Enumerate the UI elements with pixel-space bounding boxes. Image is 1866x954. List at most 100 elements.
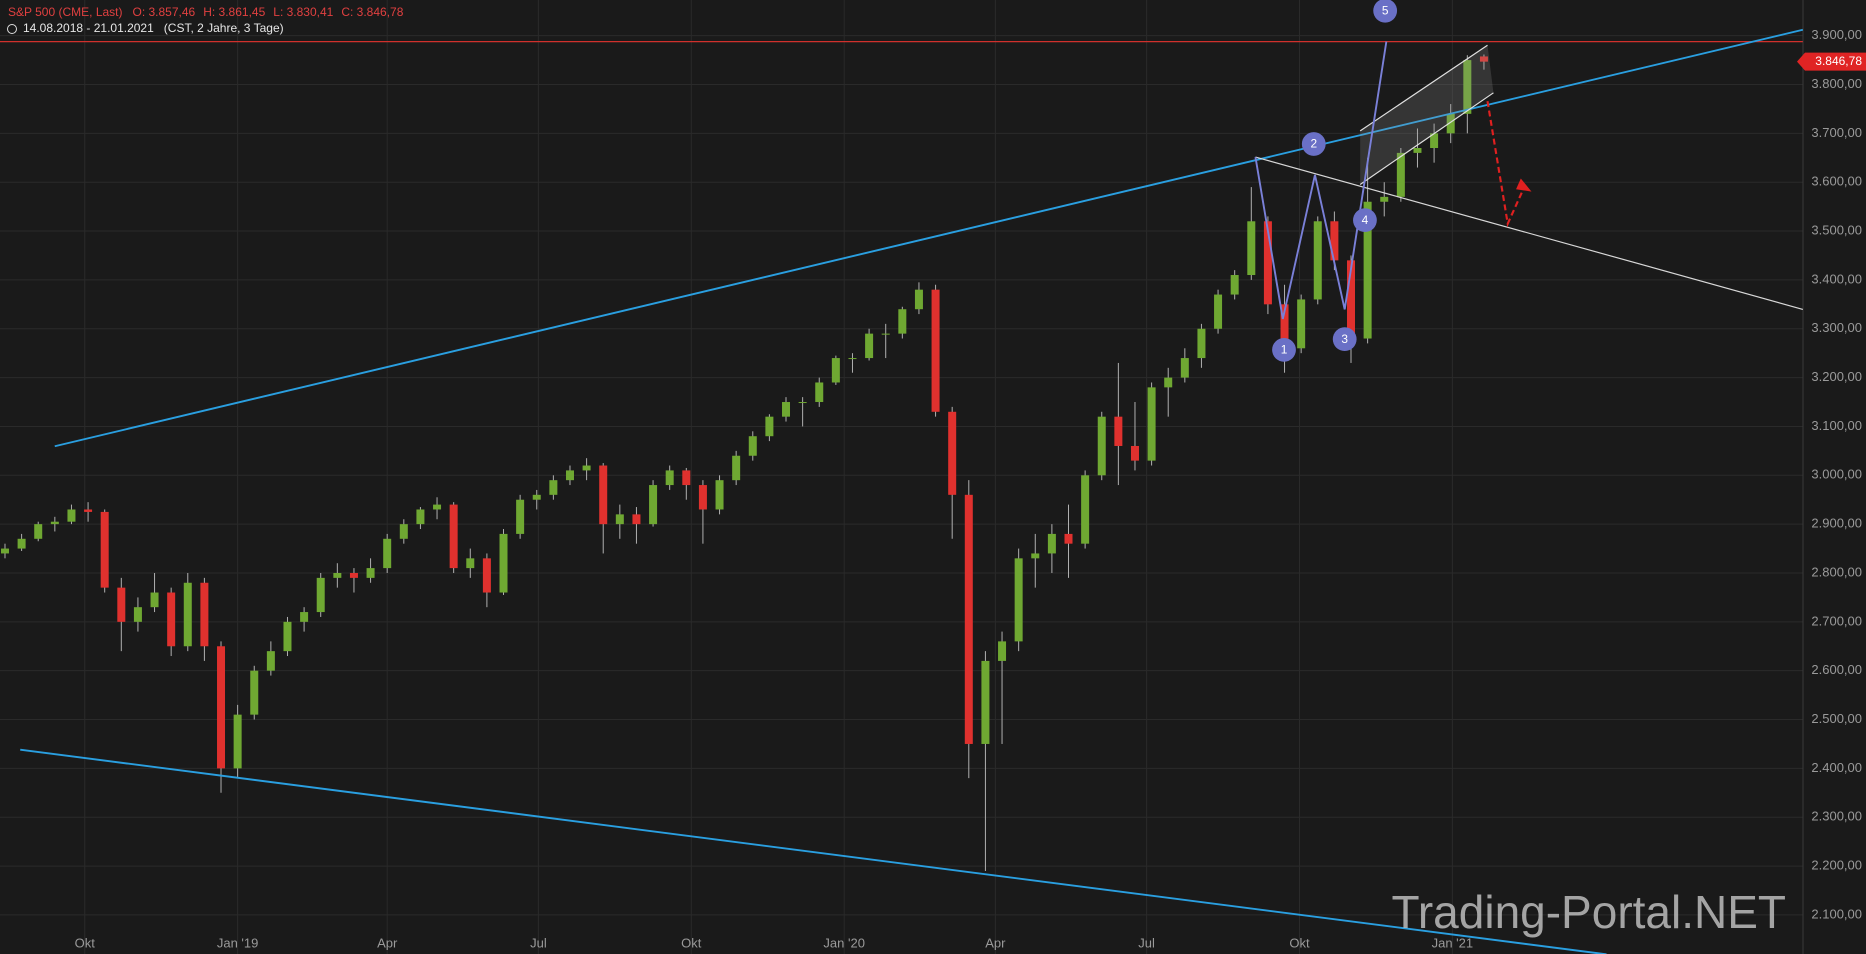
candle-body [1330, 221, 1339, 261]
candle-body [1380, 196, 1389, 202]
x-tick-label: Okt [75, 935, 96, 950]
candle-body [167, 592, 176, 647]
candle-body [133, 607, 142, 622]
y-tick-label: 2.700,00 [1811, 613, 1862, 628]
wave-marker [1373, 0, 1398, 23]
candle-body [964, 494, 973, 744]
candle-body [549, 480, 558, 495]
candle-body [67, 509, 76, 522]
candle-body [150, 592, 159, 608]
candle-body [1014, 558, 1023, 642]
candle-body [266, 651, 275, 671]
candle-body [1247, 221, 1256, 276]
candle-body [1031, 553, 1040, 559]
candle-body [998, 641, 1007, 661]
watermark: Trading-Portal.NET [1391, 886, 1786, 938]
candle-body [831, 358, 840, 383]
candle-body [482, 558, 491, 593]
candle-body [100, 511, 109, 588]
x-tick-label: Jan '20 [823, 935, 865, 950]
y-tick-label: 2.200,00 [1811, 858, 1862, 873]
candle-body [748, 436, 757, 456]
candle-body [349, 572, 358, 578]
candle-body [765, 416, 774, 437]
date-range: 14.08.2018 - 21.01.2021 [23, 21, 154, 35]
projection-arrow [1486, 100, 1526, 228]
candle-body [1446, 113, 1455, 134]
candle-body [782, 402, 791, 417]
wave-label: 5 [1382, 3, 1389, 17]
candle-body [1313, 221, 1322, 300]
candle-body [649, 485, 658, 525]
x-tick-label: Jan '19 [217, 935, 259, 950]
candle-body [50, 521, 59, 525]
candle-body [848, 358, 857, 360]
candle-body [1230, 275, 1239, 295]
wave-marker [1332, 327, 1357, 352]
candle-body [1097, 416, 1106, 476]
candle-body [1164, 377, 1173, 388]
candle-body [1363, 201, 1372, 339]
header-line-1: S&P 500 (CME, Last) O: 3.857,46 H: 3.861,4… [8, 5, 404, 19]
wave-label: 1 [1281, 343, 1288, 357]
candle-body [84, 509, 93, 512]
candle-body [948, 411, 957, 495]
y-tick-label: 2.600,00 [1811, 662, 1862, 677]
candle-body [815, 382, 824, 403]
y-tick-label: 3.000,00 [1811, 467, 1862, 482]
candle-body [715, 480, 724, 510]
wave-markers: 1 2 3 4 5 [1272, 0, 1398, 362]
candle-body [233, 714, 242, 769]
y-tick-label: 3.300,00 [1811, 320, 1862, 335]
wave-label: 2 [1310, 137, 1317, 151]
candle-body [0, 548, 9, 554]
channel-top [1359, 44, 1488, 132]
candle-body [366, 568, 375, 578]
x-tick-label: Okt [1289, 935, 1310, 950]
lower-trendline [20, 748, 1607, 954]
arrow-head [1516, 178, 1532, 192]
candle-body [1263, 221, 1272, 305]
candle-body [283, 621, 292, 652]
candle-body [732, 455, 741, 481]
upper-trendline [54, 28, 1804, 448]
candle-body [1130, 445, 1139, 461]
y-tick-label: 3.800,00 [1811, 76, 1862, 91]
clock-icon [7, 24, 17, 34]
candle-body [615, 514, 624, 525]
last-price-tag [1797, 52, 1866, 71]
x-tick-label: Jan '21 [1432, 935, 1474, 950]
y-tick-label: 3.900,00 [1811, 27, 1862, 42]
candle-body [383, 538, 392, 569]
y-tick-label: 3.700,00 [1811, 125, 1862, 140]
y-tick-label: 2.100,00 [1811, 906, 1862, 921]
candle-body [1081, 475, 1090, 544]
candle-body [898, 309, 907, 334]
candle-body [981, 660, 990, 744]
wave-label: 4 [1362, 213, 1369, 227]
candle-body [665, 470, 674, 486]
axes: 2.100,00 2.200,00 2.300,00 2.400,00 2.500,00… [75, 27, 1866, 950]
x-tick-label: Apr [377, 935, 398, 950]
candle-body [117, 587, 126, 622]
range-info: (CST, 2 Jahre, 3 Tage) [164, 21, 284, 35]
candle-body [416, 509, 425, 525]
channel-bottom [1359, 92, 1494, 185]
candle-body [1197, 328, 1206, 359]
candle-body [449, 504, 458, 569]
candle-body [1430, 133, 1439, 149]
candle-body [34, 524, 43, 539]
y-tick-label: 3.200,00 [1811, 369, 1862, 384]
y-tick-label: 2.500,00 [1811, 711, 1862, 726]
x-tick-label: Apr [985, 935, 1006, 950]
candle-body [1180, 358, 1189, 378]
y-tick-label: 2.900,00 [1811, 516, 1862, 531]
candle-body [1396, 152, 1405, 197]
candle-body [516, 499, 525, 534]
candle-body [632, 514, 641, 525]
candle-body [1047, 533, 1056, 554]
candle-body [1479, 56, 1488, 62]
candles [0, 54, 1488, 871]
